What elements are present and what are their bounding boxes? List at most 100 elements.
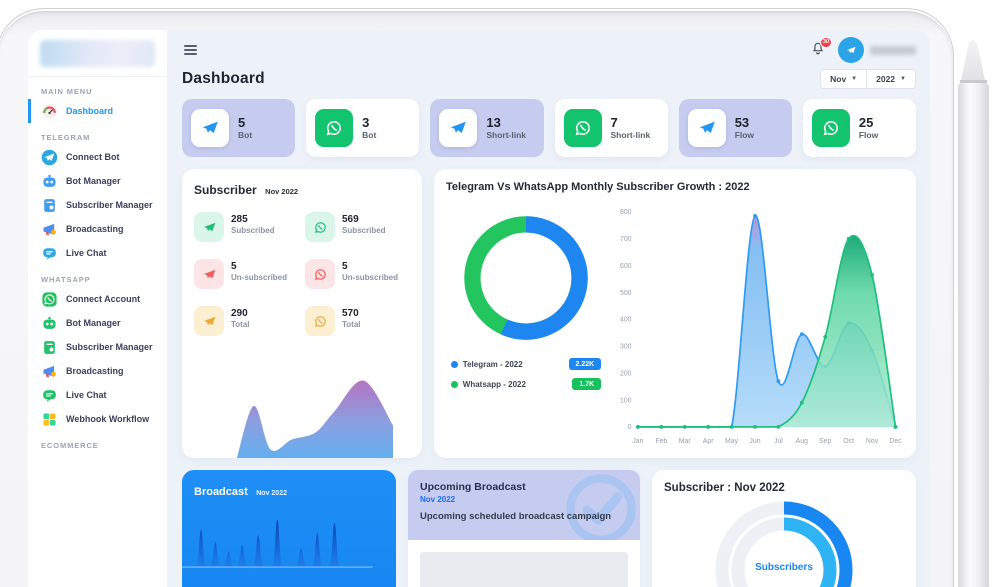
sidebar-item-label: Connect Account	[66, 294, 141, 304]
stat-cards-row: 5 Bot 3 Bot 13 Short-link 7 Short-link 53 Flo…	[182, 99, 917, 157]
chart-legend: Telegram - 2022 2.22K Whatsapp - 2022 1.…	[450, 358, 602, 390]
sidebar-item-label: Dashboard	[66, 106, 114, 116]
year-filter-value: 2022	[876, 74, 896, 84]
sidebar-item-live-chat-whatsapp[interactable]: Live Chat	[28, 383, 167, 407]
sidebar: MAIN MENU Dashboard TELEGRAM Connect Bot…	[28, 30, 168, 587]
legend-label: Whatsapp - 2022	[462, 379, 526, 389]
whatsapp-icon	[811, 109, 850, 147]
legend-dot	[450, 380, 458, 388]
donut-section: Telegram - 2022 2.22K Whatsapp - 2022 1.…	[446, 197, 606, 450]
sidebar-item-connect-account[interactable]: Connect Account	[28, 287, 167, 311]
stat-value: 7	[610, 115, 618, 130]
stat-value: 25	[858, 115, 874, 130]
svg-text:600: 600	[620, 263, 632, 270]
svg-text:0: 0	[628, 424, 632, 431]
whatsapp-icon	[305, 212, 335, 242]
stylus-pencil	[956, 40, 990, 587]
robot-icon	[41, 173, 58, 190]
user-menu[interactable]	[838, 37, 916, 63]
date-filter-group: Nov ▼ 2022 ▼	[820, 69, 916, 89]
legend-value-badge: 1.7K	[572, 378, 602, 390]
sidebar-item-label: Webhook Workflow	[66, 414, 150, 424]
subscriber-stats-grid: 285 Subscribed 569 Subscribed 5 Un-subscrib…	[194, 212, 410, 336]
sidebar-item-bot-manager-telegram[interactable]: Bot Manager	[28, 169, 167, 193]
card-period: Nov 2022	[420, 495, 456, 505]
year-filter-dropdown[interactable]: 2022 ▼	[866, 70, 915, 88]
stylus-collar	[959, 80, 987, 83]
svg-text:100: 100	[620, 397, 632, 404]
stat-value: 5	[238, 115, 246, 130]
stat-label: Un-subscribed	[231, 273, 288, 282]
svg-text:May: May	[725, 438, 739, 445]
sidebar-item-bot-manager-whatsapp[interactable]: Bot Manager	[28, 311, 167, 335]
stat-whatsapp-total: 570 Total	[305, 306, 410, 336]
growth-chart-card: Telegram Vs WhatsApp Monthly Subscriber …	[434, 169, 916, 459]
subscriber-summary-card: Subscriber Nov 2022 285 Subscribed 569 Sub…	[182, 169, 422, 459]
sidebar-item-subscriber-manager-telegram[interactable]: Subscriber Manager	[28, 193, 167, 217]
stat-value: 53	[734, 115, 750, 130]
whatsapp-icon	[315, 109, 354, 147]
upcoming-card-header: Upcoming Broadcast Nov 2022 Upcoming sch…	[408, 470, 640, 541]
card-period: Nov 2022	[265, 187, 299, 196]
sidebar-item-connect-bot[interactable]: Connect Bot	[28, 145, 167, 169]
topbar: 30	[182, 36, 916, 63]
sidebar-item-broadcasting-telegram[interactable]: Broadcasting	[28, 217, 167, 241]
svg-text:200: 200	[620, 370, 632, 377]
chat-bubble-icon	[41, 387, 58, 404]
svg-text:Jan: Jan	[632, 438, 643, 445]
month-filter-value: Nov	[830, 74, 847, 84]
svg-text:Aug: Aug	[796, 438, 808, 445]
card-title: Subscriber : Nov 2022	[664, 482, 785, 495]
card-title: Subscriber	[194, 183, 257, 197]
sidebar-item-subscriber-manager-whatsapp[interactable]: Subscriber Manager	[28, 335, 167, 359]
svg-text:Oct: Oct	[843, 438, 854, 445]
stat-label: Short-link	[486, 130, 527, 140]
avatar	[838, 37, 864, 63]
stat-whatsapp-unsubscribed: 5 Un-subscribed	[305, 259, 410, 289]
legend-item-telegram: Telegram - 2022 2.22K	[450, 358, 602, 370]
stat-label: Subscribed	[231, 226, 275, 235]
sidebar-section-main-menu: MAIN MENU	[41, 87, 93, 96]
stat-card-telegram-shortlink: 13 Short-link	[430, 99, 544, 157]
notification-badge: 30	[819, 36, 832, 48]
hamburger-menu-icon[interactable]	[182, 43, 199, 57]
monthly-growth-area-chart: 0 100 200 300 400 500 600 700 800 Jan Feb Mar Apr May…	[620, 209, 902, 445]
sidebar-item-dashboard[interactable]: Dashboard	[28, 99, 167, 123]
svg-text:500: 500	[620, 290, 632, 297]
legend-item-whatsapp: Whatsapp - 2022 1.7K	[450, 378, 602, 390]
broadcast-card: Broadcast Nov 2022	[182, 470, 396, 587]
sidebar-item-label: Broadcasting	[66, 224, 124, 234]
svg-text:Feb: Feb	[655, 438, 667, 445]
svg-text:700: 700	[620, 236, 632, 243]
chevron-down-icon: ▼	[851, 76, 858, 82]
broadcast-activity-chart	[182, 519, 373, 568]
whatsapp-icon	[563, 109, 602, 147]
stat-card-whatsapp-bot: 3 Bot	[306, 99, 420, 157]
sidebar-item-label: Bot Manager	[66, 176, 121, 186]
charts-row: Subscriber Nov 2022 285 Subscribed 569 Sub…	[182, 169, 916, 459]
notification-bell-icon[interactable]: 30	[810, 36, 832, 61]
stat-label: Short-link	[610, 130, 651, 140]
chat-bubble-icon	[41, 245, 58, 262]
sidebar-section-ecommerce: ECOMMERCE	[41, 441, 99, 450]
platform-split-donut-chart	[464, 216, 588, 340]
stat-label: Flow	[734, 130, 755, 140]
address-book-icon	[41, 197, 58, 214]
stat-value: 570	[342, 308, 359, 319]
card-title: Telegram Vs WhatsApp Monthly Subscriber …	[446, 181, 750, 193]
check-circle-icon	[566, 474, 636, 541]
sidebar-item-live-chat-telegram[interactable]: Live Chat	[28, 241, 167, 265]
legend-dot	[450, 360, 458, 368]
sidebar-item-broadcasting-whatsapp[interactable]: Broadcasting	[28, 359, 167, 383]
sidebar-item-label: Subscriber Manager	[66, 342, 153, 352]
subscriber-radial-chart	[715, 501, 853, 587]
main-content: 30 Dashboard Nov ▼ 2022 ▼	[168, 30, 930, 587]
stat-label: Subscribed	[342, 226, 386, 235]
svg-text:Nov: Nov	[866, 438, 879, 445]
page-title: Dashboard	[182, 70, 265, 87]
stat-card-whatsapp-flow: 25 Flow	[802, 99, 917, 157]
month-filter-dropdown[interactable]: Nov ▼	[821, 70, 867, 88]
card-title: Broadcast	[194, 486, 248, 499]
sidebar-item-webhook-workflow[interactable]: Webhook Workflow	[28, 407, 167, 431]
divider	[28, 76, 167, 77]
